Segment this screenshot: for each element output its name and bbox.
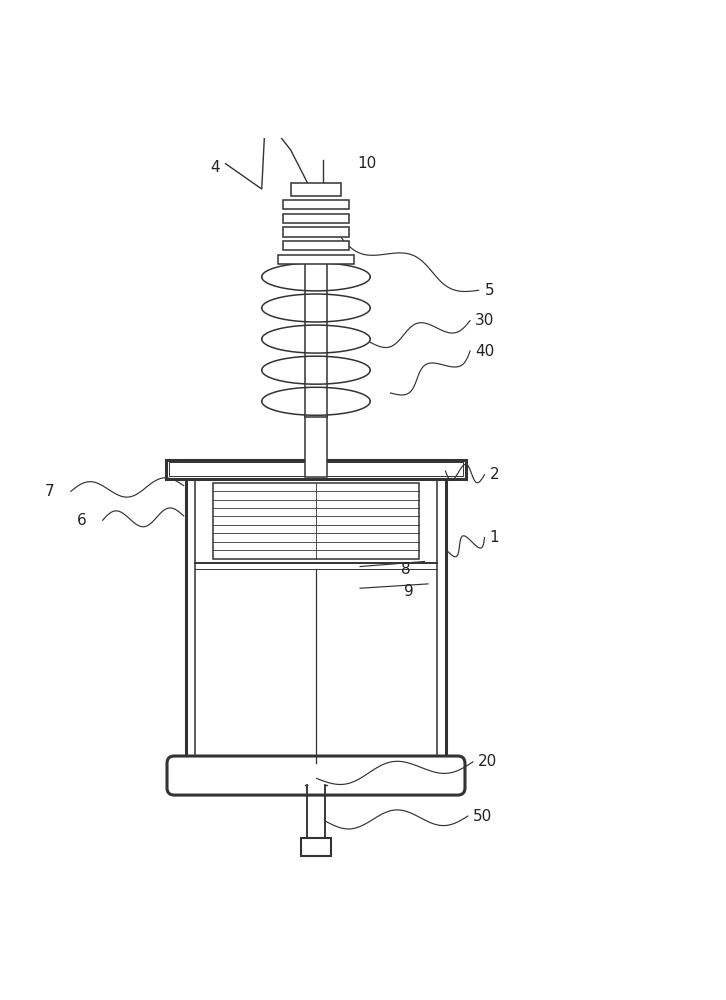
Text: 4: 4: [210, 160, 219, 175]
Text: 7: 7: [45, 484, 54, 499]
Bar: [283, 227, 348, 237]
Bar: [166, 460, 465, 479]
Bar: [283, 200, 348, 209]
Text: 1: 1: [489, 530, 499, 545]
Text: 30: 30: [475, 313, 494, 328]
Text: 20: 20: [478, 754, 497, 769]
Bar: [283, 241, 348, 250]
Bar: [291, 183, 340, 196]
Text: 8: 8: [401, 562, 411, 577]
Text: 10: 10: [357, 156, 376, 171]
Bar: [283, 214, 348, 223]
Bar: [186, 460, 446, 768]
Bar: [195, 465, 437, 763]
Text: 2: 2: [489, 467, 499, 482]
Bar: [213, 483, 419, 559]
Bar: [305, 417, 327, 477]
Bar: [301, 838, 331, 856]
Text: 40: 40: [475, 344, 494, 359]
FancyBboxPatch shape: [167, 756, 465, 795]
Text: 9: 9: [404, 584, 413, 599]
Text: 50: 50: [473, 809, 492, 824]
Text: 6: 6: [77, 513, 86, 528]
Bar: [169, 462, 462, 476]
Text: 5: 5: [484, 283, 494, 298]
Bar: [277, 255, 354, 264]
